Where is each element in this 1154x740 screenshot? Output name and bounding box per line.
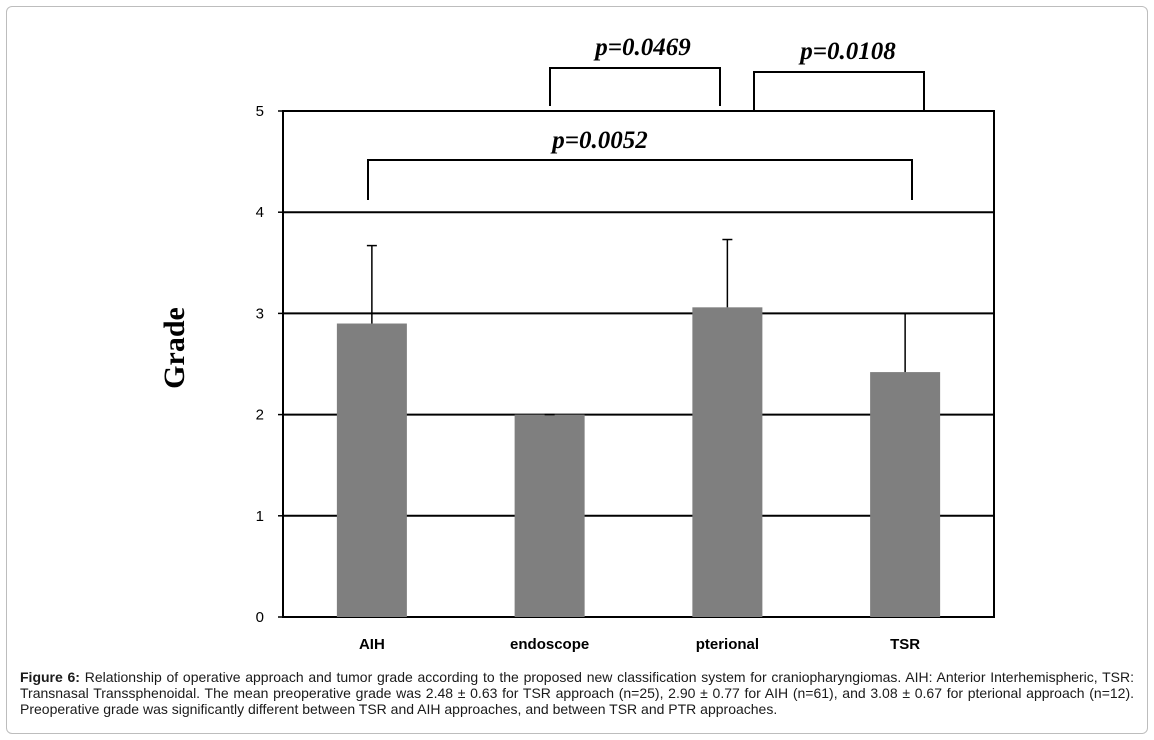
y-axis-label: Grade [158,307,191,389]
y-tick-label: 2 [256,407,264,424]
y-tick-label: 1 [256,508,264,525]
significance-brackets: p=0.0469 p=0.0108 p=0.0052 [367,34,925,200]
y-tick-label: 3 [256,305,264,322]
p-value-label: p=0.0052 [550,127,648,154]
figure-caption: Figure 6: Relationship of operative appr… [20,669,1134,717]
x-categories: AIH endoscope pterional TSR [359,636,920,653]
x-category-label: pterional [696,636,759,653]
bar-pterional [692,307,763,617]
bars [336,307,941,617]
bar-endoscope [514,414,585,617]
significance-bracket [367,159,913,200]
bar-aih [336,323,407,617]
y-ticks: 0 1 2 3 4 5 [256,103,283,626]
x-category-label: endoscope [510,636,589,653]
bar-tsr [870,372,941,617]
y-tick-label: 4 [256,204,264,221]
caption-label: Figure 6: [20,669,80,685]
caption-text: Relationship of operative approach and t… [20,669,1134,717]
plot-area-border [282,110,995,618]
y-tick-label: 5 [256,103,264,120]
y-tick-label: 0 [256,609,264,626]
x-category-label: TSR [890,636,920,653]
p-value-label: p=0.0108 [798,38,896,65]
x-category-label: AIH [359,636,385,653]
significance-bracket [753,71,925,110]
bar-chart: 0 1 2 3 4 5 AIH endoscope pterional TSR p=0.0469… [158,34,995,653]
p-value-label: p=0.0469 [593,34,691,61]
significance-bracket [549,67,721,106]
error-bars [366,238,911,416]
